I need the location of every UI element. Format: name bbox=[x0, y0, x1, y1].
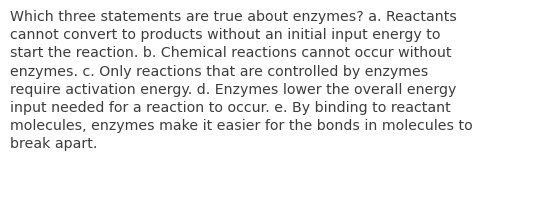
Text: Which three statements are true about enzymes? a. Reactants
cannot convert to pr: Which three statements are true about en… bbox=[10, 10, 473, 151]
